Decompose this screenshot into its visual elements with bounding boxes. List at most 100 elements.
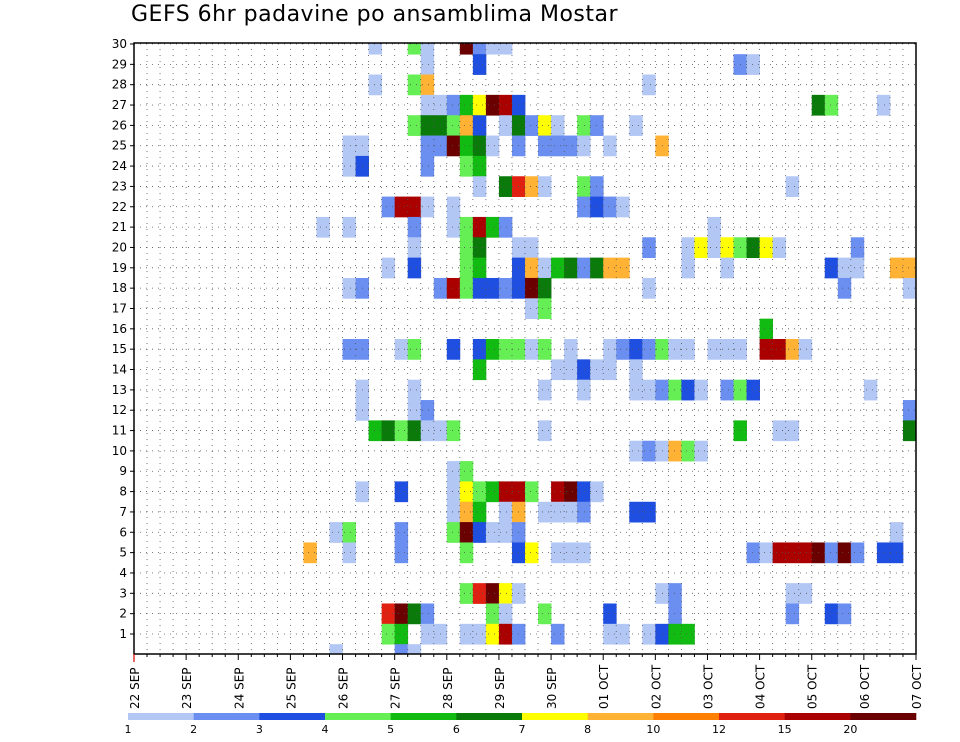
y-tick-label: 26 bbox=[112, 118, 127, 132]
precip-cell bbox=[603, 257, 617, 279]
precip-cell bbox=[629, 440, 643, 462]
precip-cell bbox=[472, 54, 487, 75]
precip-cell bbox=[642, 440, 656, 462]
precip-cell bbox=[498, 481, 513, 503]
x-tick-label: 07 OCT bbox=[910, 664, 924, 709]
precip-cell bbox=[498, 176, 513, 197]
precip-cell bbox=[694, 237, 708, 259]
precip-cell bbox=[368, 420, 383, 442]
precip-cell bbox=[381, 420, 396, 442]
precip-cell bbox=[316, 216, 330, 238]
precip-cell bbox=[863, 379, 878, 401]
precip-cell bbox=[577, 196, 591, 218]
precip-cell bbox=[420, 54, 435, 75]
legend-label: 1 bbox=[125, 723, 132, 736]
precip-cell bbox=[772, 542, 787, 564]
x-tick-label: 22 SEP bbox=[128, 667, 142, 709]
precip-cell bbox=[746, 379, 760, 401]
precip-cell bbox=[772, 237, 787, 259]
precip-cell bbox=[837, 542, 852, 564]
precip-cell bbox=[707, 216, 721, 238]
precip-cell bbox=[577, 481, 591, 503]
dotted-grid bbox=[134, 43, 916, 654]
precip-cell bbox=[420, 155, 435, 177]
precip-cell bbox=[407, 420, 422, 442]
precip-cell bbox=[902, 420, 917, 442]
precip-cell bbox=[381, 623, 396, 645]
precip-cell bbox=[538, 135, 552, 157]
precip-cell bbox=[498, 501, 513, 523]
precip-cell bbox=[525, 115, 539, 136]
precip-cell bbox=[785, 420, 800, 442]
precip-cell bbox=[407, 257, 422, 279]
precip-cell bbox=[498, 339, 513, 360]
precip-cell bbox=[577, 257, 591, 279]
precip-cell bbox=[551, 501, 565, 523]
y-tick-label: 25 bbox=[112, 139, 127, 153]
precip-cell bbox=[303, 542, 317, 564]
legend-label: 15 bbox=[778, 723, 792, 736]
precip-cell bbox=[420, 43, 435, 55]
y-tick-label: 3 bbox=[119, 586, 127, 600]
precip-cell bbox=[564, 501, 578, 523]
precip-cell bbox=[668, 623, 682, 645]
precip-cell bbox=[498, 277, 513, 299]
x-tick-label: 29 SEP bbox=[493, 667, 507, 709]
x-tick-label: 02 OCT bbox=[649, 664, 663, 709]
precip-cell bbox=[420, 420, 435, 442]
precip-cell bbox=[446, 481, 461, 503]
precip-cell bbox=[394, 644, 409, 655]
precip-cell bbox=[407, 644, 422, 655]
precip-cell bbox=[459, 277, 474, 299]
y-tick-label: 21 bbox=[112, 220, 127, 234]
precip-cell bbox=[668, 440, 682, 462]
precip-cell bbox=[446, 135, 461, 157]
y-tick-label: 19 bbox=[112, 261, 127, 275]
precip-cell bbox=[472, 257, 487, 279]
precip-cell bbox=[850, 542, 865, 564]
precip-cell bbox=[446, 339, 461, 360]
precip-cell bbox=[472, 501, 487, 523]
precip-cell bbox=[538, 603, 552, 625]
precip-cell bbox=[746, 542, 760, 564]
precip-cell bbox=[824, 542, 839, 564]
precip-cell bbox=[551, 481, 565, 503]
precip-cell bbox=[759, 339, 774, 360]
precip-cell bbox=[681, 379, 695, 401]
precip-cell bbox=[446, 196, 461, 218]
precip-cell bbox=[681, 440, 695, 462]
precip-cell bbox=[498, 603, 513, 625]
y-tick-label: 22 bbox=[112, 200, 127, 214]
x-tick-label: 25 SEP bbox=[284, 667, 298, 709]
precip-cell bbox=[629, 359, 643, 381]
legend-label: 12 bbox=[712, 723, 726, 736]
precip-cell bbox=[720, 237, 734, 259]
precip-cell bbox=[342, 339, 356, 360]
y-tick-label: 28 bbox=[112, 78, 127, 92]
precip-cell bbox=[446, 277, 461, 299]
legend-swatch bbox=[653, 713, 720, 720]
precip-cell bbox=[564, 339, 578, 360]
precip-cell bbox=[459, 501, 474, 523]
x-tick-label: 04 OCT bbox=[754, 664, 768, 709]
precip-cell bbox=[420, 74, 435, 96]
precip-cell bbox=[459, 583, 474, 604]
legend-label: 7 bbox=[519, 723, 526, 736]
precip-cell bbox=[707, 339, 721, 360]
precip-cell bbox=[407, 115, 422, 136]
precip-cell bbox=[472, 43, 487, 55]
precip-cell bbox=[420, 623, 435, 645]
precip-cell bbox=[498, 583, 513, 604]
precip-cell bbox=[394, 522, 409, 543]
precip-cell bbox=[525, 237, 539, 259]
precip-cell bbox=[394, 196, 409, 218]
legend-label: 3 bbox=[256, 723, 263, 736]
precip-cell bbox=[642, 74, 656, 96]
precip-cell bbox=[407, 74, 422, 96]
precip-cell bbox=[538, 379, 552, 401]
precip-cell bbox=[720, 379, 734, 401]
x-tick-label: 23 SEP bbox=[180, 667, 194, 709]
precip-cell bbox=[381, 196, 396, 218]
precip-cell bbox=[394, 623, 409, 645]
